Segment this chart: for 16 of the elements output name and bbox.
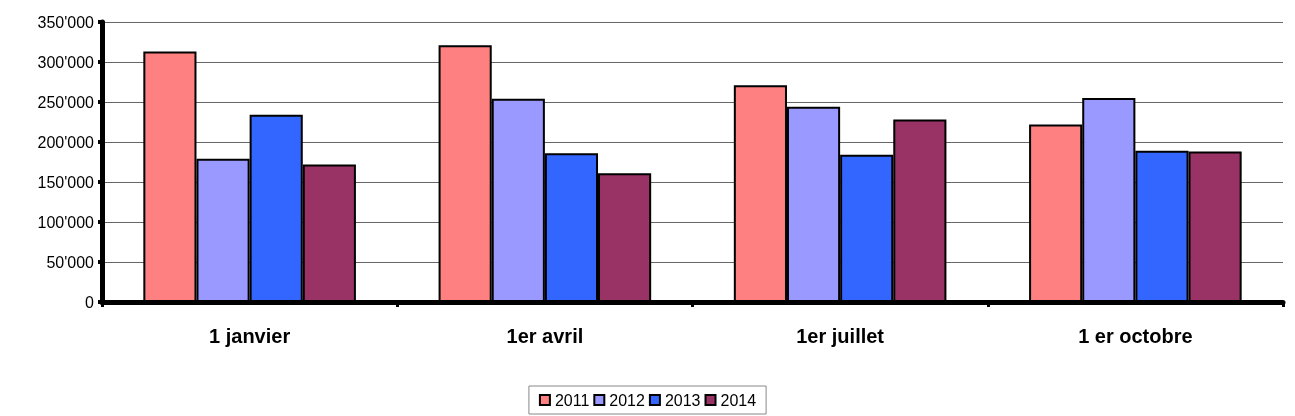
- y-tick-label: 150'000: [37, 173, 95, 191]
- legend-label: 2013: [664, 391, 701, 409]
- legend-label: 2012: [609, 391, 646, 409]
- y-tick-label: 0: [85, 293, 95, 311]
- y-tick-label: 350'000: [37, 13, 95, 31]
- y-tick-label: 300'000: [37, 53, 95, 71]
- x-tick-label: 1er juillet: [796, 325, 885, 347]
- x-tick-label: 1 janvier: [209, 325, 291, 347]
- y-tick-label: 200'000: [37, 133, 95, 151]
- legend-label: 2011: [554, 391, 590, 409]
- legend-label: 2014: [720, 391, 757, 409]
- y-tick-label: 100'000: [37, 213, 95, 231]
- y-tick-label: 50'000: [46, 253, 95, 271]
- x-tick-label: 1 er octobre: [1078, 325, 1193, 347]
- y-tick-label: 250'000: [37, 93, 95, 111]
- x-tick-label: 1er avril: [506, 325, 584, 347]
